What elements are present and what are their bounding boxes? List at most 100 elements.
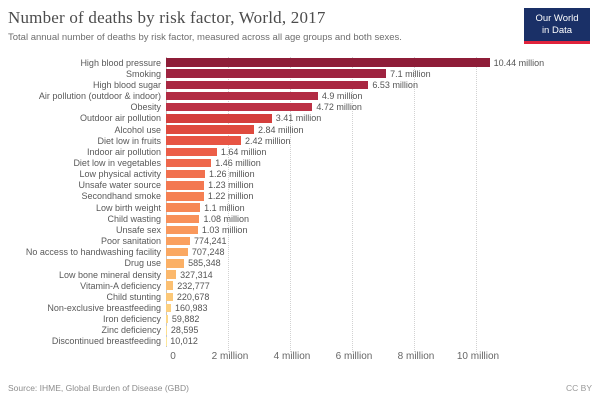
bar-track: 1.22 million [166,191,600,202]
chart-row: Vitamin-A deficiency 232,777 [0,280,600,291]
bar[interactable] [166,303,171,313]
bar-track: 220,678 [166,291,600,302]
bar[interactable] [166,158,212,168]
x-tick-label: 10 million [456,351,500,362]
bar[interactable] [166,125,255,134]
bar[interactable] [166,203,201,212]
value-label: 585,348 [188,258,221,269]
bar[interactable] [166,136,242,145]
bar[interactable] [166,181,205,190]
gridline [352,57,353,352]
value-label: 4.9 million [321,91,363,102]
bar[interactable] [166,225,198,235]
bar-track: 1.26 million [166,169,600,180]
value-label: 1.08 million [203,213,249,224]
bar-track: 10,012 [166,336,600,347]
gridline [476,57,477,352]
value-label: 28,595 [170,325,199,336]
value-label: 160,983 [174,303,208,314]
owid-logo-line1: Our World [535,13,579,24]
category-label: Non-exclusive breastfeeding [47,303,161,314]
chart-row: Child stunting 220,678 [0,291,600,302]
chart-row: Non-exclusive breastfeeding 160,983 [0,302,600,313]
page-title: Number of deaths by risk factor, World, … [8,8,326,27]
category-label: Low bone mineral density [58,269,161,280]
category-label: Unsafe sex [115,224,161,235]
chart-footer: Source: IHME, Global Burden of Disease (… [8,383,592,393]
chart-row: Low birth weight 1.1 million [0,202,600,213]
value-label: 2.42 million [245,135,291,146]
bar[interactable] [166,326,167,335]
chart-row: Outdoor air pollution 3.41 million [0,113,600,124]
bar[interactable] [166,259,185,268]
chart-row: Low physical activity 1.26 million [0,169,600,180]
chart-row: Diet low in fruits 2.42 million [0,135,600,146]
bar-track: 327,314 [166,269,600,280]
chart-row: Unsafe sex 1.03 million [0,224,600,235]
value-label: 1.1 million [204,202,245,213]
category-label: Smoking [125,68,161,79]
bar[interactable] [166,102,313,112]
value-label: 220,678 [176,291,210,302]
bar[interactable] [166,214,200,224]
bar-track: 1.03 million [166,224,600,235]
chart-header: Number of deaths by risk factor, World, … [8,8,592,44]
bar[interactable] [166,114,272,123]
bar[interactable] [166,80,369,90]
bar[interactable] [166,69,387,78]
value-label: 1.26 million [209,169,255,180]
category-label: Vitamin-A deficiency [80,280,161,291]
value-label: 1.03 million [201,224,248,235]
bar[interactable] [166,91,318,101]
category-label: No access to handwashing facility [25,247,161,258]
chart-row: Zinc deficiency 28,595 [0,325,600,336]
page-subtitle: Total annual number of deaths by risk fa… [8,32,402,43]
bar[interactable] [166,58,490,67]
category-label: Child wasting [107,213,161,224]
bar-track: 160,983 [166,302,600,313]
value-label: 1.46 million [215,157,261,168]
gridline [414,57,415,352]
value-label: 4.72 million [316,102,362,113]
chart-row: Air pollution (outdoor & indoor) 4.9 mill… [0,90,600,101]
bar[interactable] [166,169,206,179]
category-label: Alcohol use [114,124,161,135]
category-label: Low birth weight [95,202,161,213]
bar[interactable] [166,247,188,257]
chart-row: Poor sanitation 774,241 [0,236,600,247]
bar-track: 1.1 million [166,202,600,213]
category-label: Unsafe water source [78,180,161,191]
bar-track: 1.23 million [166,180,600,191]
bar-track: 4.72 million [166,102,600,113]
bar-track: 1.08 million [166,213,600,224]
category-label: Diet low in fruits [97,135,161,146]
category-label: Indoor air pollution [86,146,161,157]
chart-row: No access to handwashing facility 707,248 [0,247,600,258]
category-label: Zinc deficiency [101,325,161,336]
bar[interactable] [166,147,217,157]
value-label: 6.53 million [372,79,418,90]
chart-row: High blood sugar 6.53 million [0,79,600,90]
bar-track: 1.46 million [166,157,600,168]
chart-gridlines [0,57,600,352]
bar[interactable] [166,192,204,201]
value-label: 1.64 million [220,146,267,157]
value-label: 707,248 [191,247,225,258]
chart-rows: High blood pressure 10.44 million Smoking 7… [0,57,600,347]
value-label: 2.84 million [258,124,304,135]
category-label: Air pollution (outdoor & indoor) [38,91,161,102]
bar[interactable] [166,314,168,324]
bar[interactable] [166,236,190,246]
value-label: 10.44 million [493,57,545,68]
chart-row: Indoor air pollution 1.64 million [0,146,600,157]
bar[interactable] [166,281,174,290]
x-tick-label: 4 million [273,351,311,362]
category-label: Outdoor air pollution [79,113,161,124]
license-badge[interactable]: CC BY [566,383,592,393]
bar[interactable] [166,270,177,279]
gridline [290,57,291,352]
bar[interactable] [166,292,173,302]
chart-row: Alcohol use 2.84 million [0,124,600,135]
bar-track: 2.42 million [166,135,600,146]
bar-track: 28,595 [166,325,600,336]
